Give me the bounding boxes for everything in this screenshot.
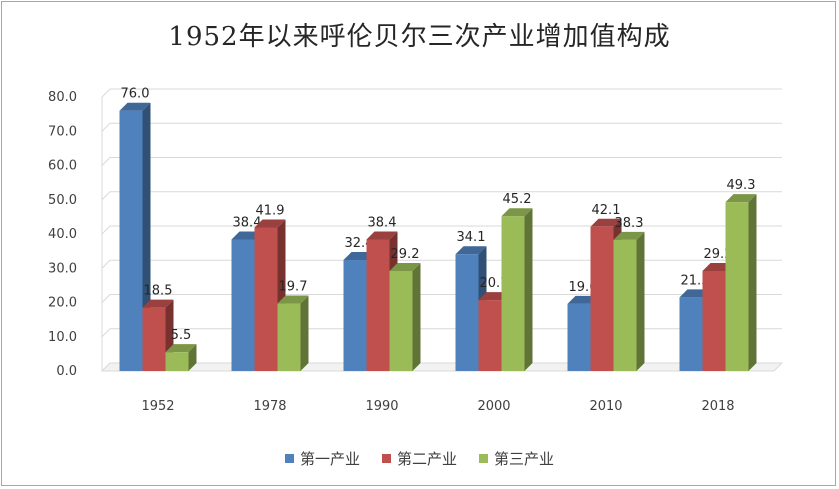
bar	[119, 102, 151, 371]
bar-top	[455, 246, 487, 255]
data-label: 29.2	[391, 247, 420, 262]
y-tick-label: 30.0	[48, 261, 77, 276]
gridline	[101, 328, 782, 338]
bar-front	[254, 227, 278, 371]
gridline	[101, 157, 782, 166]
y-tick-label: 10.0	[48, 330, 77, 345]
bar	[165, 344, 197, 371]
bar	[613, 231, 645, 371]
bar-side	[748, 194, 757, 371]
data-label: 32.4	[345, 236, 374, 251]
data-label: 5.5	[171, 328, 192, 343]
bar-front	[455, 254, 479, 371]
bar-front	[231, 239, 255, 371]
data-label: 41.9	[256, 203, 285, 218]
bar-front	[478, 300, 502, 371]
bar-front	[389, 270, 413, 371]
bar	[389, 262, 421, 371]
y-tick-label: 80.0	[48, 90, 77, 105]
legend-label: 第二产业	[396, 450, 457, 468]
y-tick-label: 40.0	[48, 227, 77, 242]
bar-top	[165, 344, 197, 353]
data-label: 34.1	[457, 230, 486, 245]
y-tick-label: 70.0	[48, 124, 77, 139]
data-label: 18.5	[144, 284, 173, 299]
legend-swatch	[284, 454, 294, 463]
bar-side	[524, 208, 533, 371]
bar-side	[412, 262, 421, 371]
bar-front	[165, 352, 189, 371]
data-label: 45.2	[503, 192, 532, 207]
y-tick-label: 20.0	[48, 296, 77, 311]
bar-top	[389, 262, 421, 271]
data-label: 38.3	[615, 216, 644, 231]
bar-side	[300, 295, 309, 371]
bar-front	[343, 260, 367, 371]
bar	[277, 295, 309, 371]
y-tick-label: 60.0	[48, 159, 77, 174]
x-tick-label: 1978	[253, 399, 286, 414]
bar-front	[567, 303, 591, 371]
legend-label: 第一产业	[299, 450, 360, 468]
x-tick-label: 1990	[365, 399, 398, 414]
bar	[501, 208, 533, 371]
gridline	[101, 259, 782, 269]
bar-top	[119, 102, 151, 111]
data-label: 49.3	[727, 178, 756, 193]
data-label: 19.7	[279, 280, 308, 295]
bar	[725, 194, 757, 371]
legend-label: 第三产业	[494, 450, 555, 468]
bar-top	[366, 231, 398, 240]
data-label: 38.4	[233, 215, 262, 230]
bar-top	[613, 231, 645, 240]
chart-title: 1952年以来呼伦贝尔三次产业增加值构成	[168, 22, 671, 52]
chart-legend: 第一产业 第二产业 第三产业	[2, 448, 837, 469]
x-tick-label: 2000	[477, 399, 510, 414]
y-tick-label: 0.0	[56, 364, 77, 379]
x-tick-label: 2018	[701, 399, 734, 414]
x-tick-label: 2010	[589, 399, 622, 414]
data-label: 76.0	[121, 87, 150, 102]
data-label: 20.7	[480, 276, 509, 291]
bar-front	[725, 202, 749, 371]
bar-top	[501, 208, 533, 217]
data-label: 42.1	[592, 203, 621, 218]
bar-front	[277, 303, 301, 371]
bar-front	[613, 239, 637, 371]
bar-top	[142, 299, 174, 308]
bar-top	[590, 218, 622, 227]
bar-top	[254, 219, 286, 228]
legend-item: 第一产业	[284, 448, 360, 469]
x-tick-label: 1952	[141, 399, 174, 414]
y-tick-label: 50.0	[48, 193, 77, 208]
legend-item: 第三产业	[479, 448, 554, 469]
bar-front	[501, 216, 525, 371]
bar-front	[702, 270, 726, 371]
bar-front	[142, 307, 166, 371]
data-label: 29.2	[704, 247, 733, 262]
legend-swatch	[479, 454, 488, 463]
bar-front	[366, 239, 390, 371]
gridline	[101, 294, 782, 303]
bar-front	[679, 297, 703, 371]
legend-item: 第二产业	[381, 448, 457, 469]
legend-swatch	[381, 454, 391, 463]
gridline	[101, 122, 782, 132]
gridline	[101, 225, 782, 235]
bar-top	[725, 194, 757, 203]
data-label: 38.4	[368, 215, 397, 230]
bar-side	[636, 231, 645, 371]
gridline	[101, 191, 782, 201]
bar-front	[119, 110, 143, 371]
gridline	[101, 88, 782, 98]
data-label: 21.5	[681, 273, 710, 288]
bar-front	[590, 226, 614, 371]
data-label: 19.6	[569, 280, 598, 295]
bar-side	[188, 344, 197, 371]
bar-top	[277, 295, 309, 304]
